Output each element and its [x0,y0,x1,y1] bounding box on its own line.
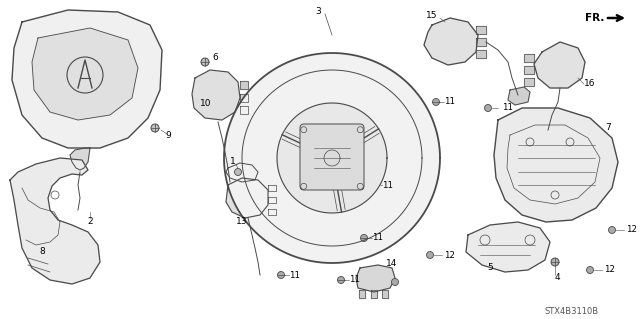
Text: FR.: FR. [586,13,605,23]
Polygon shape [12,10,162,148]
Polygon shape [226,163,258,182]
Polygon shape [466,222,550,272]
FancyBboxPatch shape [300,124,364,190]
Text: 11: 11 [445,98,456,107]
Text: 11: 11 [349,276,360,285]
Polygon shape [224,53,440,263]
Polygon shape [371,290,377,298]
Polygon shape [524,78,534,86]
Circle shape [433,99,440,106]
Polygon shape [240,106,248,114]
Circle shape [234,168,241,175]
Circle shape [371,182,378,189]
Text: 10: 10 [200,100,212,108]
Circle shape [337,277,344,284]
Text: 11: 11 [372,234,383,242]
Text: 11: 11 [383,181,394,189]
Text: 6: 6 [212,54,218,63]
Polygon shape [192,70,240,120]
Text: 1: 1 [230,158,236,167]
Polygon shape [268,197,276,203]
Polygon shape [268,209,276,215]
Polygon shape [240,81,248,89]
Circle shape [426,251,433,258]
Polygon shape [240,94,248,102]
Text: 7: 7 [605,123,611,132]
Circle shape [551,258,559,266]
Polygon shape [359,290,365,298]
Circle shape [151,124,159,132]
Circle shape [392,278,399,286]
Polygon shape [70,148,90,170]
Circle shape [609,226,616,234]
Circle shape [586,266,593,273]
Polygon shape [268,185,276,191]
Polygon shape [382,290,388,298]
Text: 12: 12 [627,226,637,234]
Polygon shape [310,136,354,180]
Polygon shape [356,265,395,292]
Circle shape [201,58,209,66]
Polygon shape [277,103,387,213]
Text: 9: 9 [165,130,171,139]
Text: 2: 2 [87,218,93,226]
Text: 15: 15 [426,11,438,20]
Polygon shape [476,50,486,58]
Text: 11: 11 [289,271,301,279]
Polygon shape [476,26,486,34]
Text: 11: 11 [502,103,513,113]
Polygon shape [476,38,486,46]
Text: 12: 12 [605,265,616,275]
Polygon shape [524,66,534,74]
Polygon shape [424,18,478,65]
Circle shape [484,105,492,112]
Text: 16: 16 [584,79,596,88]
Text: STX4B3110B: STX4B3110B [545,308,599,316]
Text: 13: 13 [236,218,248,226]
Text: 3: 3 [315,8,321,17]
Polygon shape [508,87,530,105]
Polygon shape [494,108,618,222]
Text: 14: 14 [387,259,397,269]
Polygon shape [226,178,268,218]
Text: 4: 4 [554,273,560,283]
Polygon shape [524,54,534,62]
Circle shape [360,234,367,241]
Polygon shape [32,28,138,120]
Polygon shape [534,42,585,88]
Text: 8: 8 [39,248,45,256]
Circle shape [278,271,285,278]
Polygon shape [10,158,100,284]
Text: 5: 5 [487,263,493,272]
Text: 12: 12 [445,250,456,259]
